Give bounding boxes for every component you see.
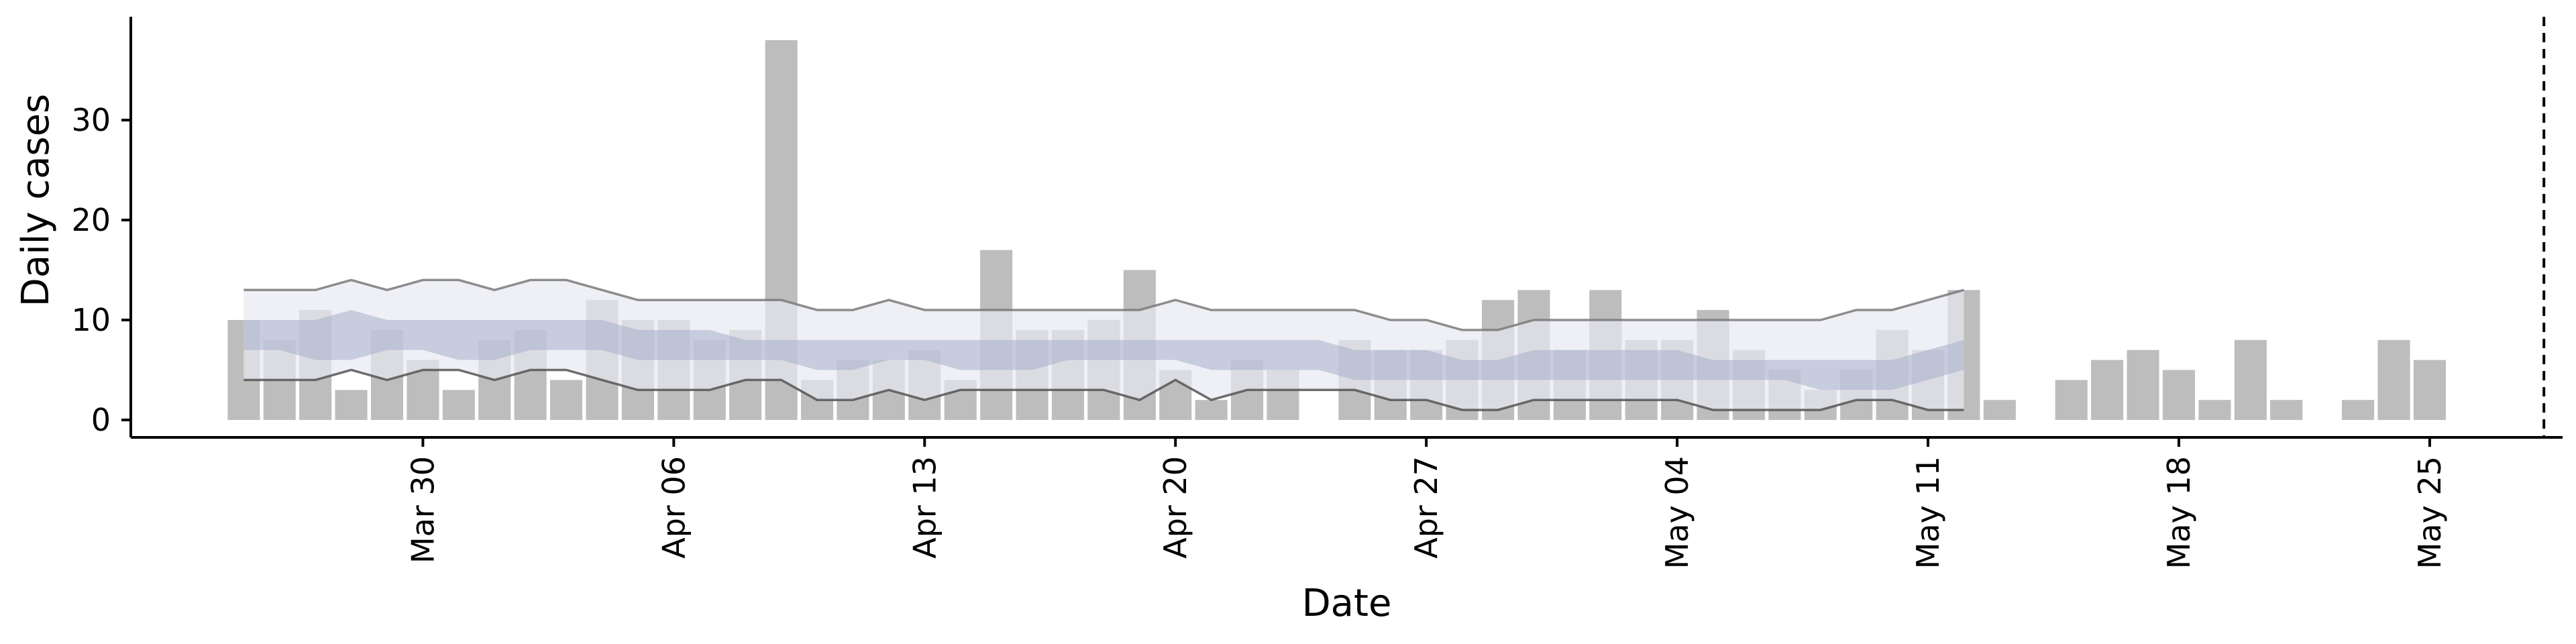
case-bar: [2270, 400, 2303, 420]
projection-band-layer: [244, 278, 1964, 411]
case-bar: [2091, 360, 2124, 420]
x-tick-label: Apr 13: [906, 456, 943, 559]
x-tick-label: May 11: [1910, 456, 1946, 569]
case-bar: [1195, 400, 1228, 420]
inner-projection-band: [244, 310, 1964, 390]
ticks-layer: 0 10 20 30 Mar 30 Apr 06 Apr 13 Apr 20 Apr 27 May…: [71, 102, 2447, 569]
case-bar: [1983, 400, 2016, 420]
x-tick-label: Apr 27: [1408, 456, 1444, 559]
x-axis-title: Date: [1302, 582, 1392, 625]
x-tick-label: Mar 30: [405, 456, 441, 564]
case-bar: [2162, 370, 2195, 420]
band-upper-line: [244, 278, 1964, 331]
case-bar: [2413, 360, 2446, 420]
y-axis-title: Daily cases: [14, 94, 58, 307]
y-tick-label: 0: [91, 402, 111, 438]
case-bar: [2377, 339, 2410, 420]
x-tick-label: May 18: [2161, 456, 2197, 569]
x-tick-label: Apr 06: [655, 456, 692, 559]
case-bar: [2198, 400, 2231, 420]
x-tick-label: Apr 20: [1157, 456, 1193, 559]
case-bar: [550, 380, 583, 420]
case-bar: [335, 390, 368, 420]
y-tick-label: 30: [71, 102, 111, 138]
axes-layer: [129, 17, 2563, 439]
case-bar: [2055, 380, 2088, 420]
band-lower-line: [244, 368, 1964, 411]
y-tick-label: 10: [71, 302, 111, 338]
case-bar: [2342, 400, 2375, 420]
case-bar: [2234, 339, 2267, 420]
x-tick-label: May 25: [2412, 456, 2448, 569]
case-bar: [442, 390, 475, 420]
y-tick-label: 20: [71, 202, 111, 238]
case-bar: [2127, 350, 2159, 420]
x-tick-label: May 04: [1659, 456, 1695, 569]
